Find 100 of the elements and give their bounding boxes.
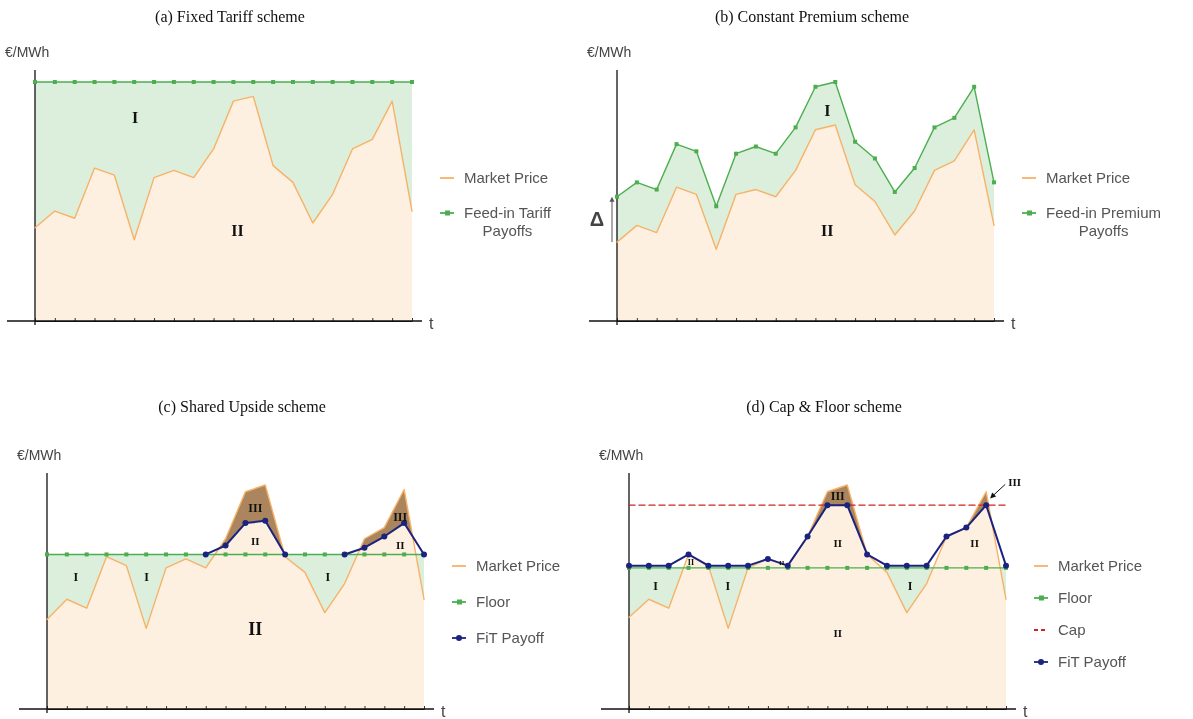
point bbox=[764, 555, 771, 562]
x-axis-title: t bbox=[1023, 703, 1028, 719]
annotation: I bbox=[725, 579, 731, 593]
point bbox=[804, 533, 811, 540]
annotation: III bbox=[830, 489, 846, 504]
annotation: I bbox=[824, 102, 831, 120]
point bbox=[84, 552, 89, 557]
point bbox=[912, 166, 917, 171]
point bbox=[824, 502, 831, 509]
point bbox=[952, 115, 957, 120]
point bbox=[805, 565, 810, 570]
point bbox=[183, 552, 188, 557]
point bbox=[361, 544, 368, 551]
point bbox=[382, 552, 387, 557]
annotation: II bbox=[248, 618, 263, 639]
annotation: III bbox=[248, 500, 263, 515]
annotation: II bbox=[970, 537, 979, 550]
point bbox=[64, 552, 69, 557]
y-axis-title: €/MWh bbox=[5, 44, 50, 60]
point bbox=[983, 502, 990, 509]
point bbox=[765, 565, 770, 570]
point bbox=[223, 552, 228, 557]
chart-title: (b) Constant Premium scheme bbox=[714, 8, 910, 26]
annotation: II bbox=[833, 626, 843, 639]
point bbox=[164, 552, 169, 557]
legend-label: Floor bbox=[1058, 589, 1093, 606]
legend-label: Floor bbox=[476, 593, 511, 610]
legend-label: Cap bbox=[1058, 621, 1086, 638]
chart-title: (c) Shared Upside scheme bbox=[158, 398, 326, 416]
point bbox=[813, 84, 818, 89]
legend-label: Feed-in Tariff Payoffs bbox=[464, 204, 552, 239]
annotation: III bbox=[1008, 476, 1021, 489]
legend-label: Market Price bbox=[476, 557, 561, 574]
point bbox=[402, 552, 407, 557]
point bbox=[972, 84, 977, 89]
legend-label: FiT Payoff bbox=[1058, 653, 1127, 670]
point bbox=[263, 552, 268, 557]
annotation: I bbox=[73, 570, 79, 585]
annotation: I bbox=[132, 109, 139, 127]
point bbox=[833, 80, 838, 84]
legend-label: Market Price bbox=[464, 169, 549, 186]
legend-label: Feed-in Premium Payoffs bbox=[1046, 204, 1162, 239]
annotation: III bbox=[393, 509, 408, 524]
point bbox=[753, 144, 758, 149]
point bbox=[322, 552, 327, 557]
annotation: Δ bbox=[589, 208, 605, 231]
legend-label: Market Price bbox=[1058, 557, 1143, 574]
annotation: I bbox=[907, 579, 913, 593]
point bbox=[144, 552, 149, 557]
y-axis-title: €/MWh bbox=[587, 44, 632, 60]
annotation: I bbox=[653, 579, 659, 593]
point bbox=[302, 552, 307, 557]
point bbox=[984, 565, 989, 570]
point bbox=[864, 551, 871, 558]
point bbox=[714, 204, 719, 209]
point bbox=[944, 565, 949, 570]
point bbox=[694, 149, 699, 154]
point bbox=[734, 151, 739, 156]
point bbox=[685, 551, 692, 558]
point bbox=[242, 520, 249, 527]
y-axis-title: €/MWh bbox=[17, 447, 62, 463]
point bbox=[892, 189, 897, 194]
point bbox=[825, 565, 830, 570]
legend-label: FiT Payoff bbox=[476, 629, 545, 646]
point bbox=[243, 552, 248, 557]
annotation: II bbox=[833, 537, 843, 550]
point bbox=[674, 142, 679, 147]
y-axis-title: €/MWh bbox=[599, 447, 644, 463]
x-axis-title: t bbox=[429, 315, 434, 332]
point bbox=[222, 542, 229, 549]
point bbox=[615, 194, 619, 199]
annotation: II bbox=[687, 558, 695, 568]
point bbox=[964, 565, 969, 570]
point bbox=[654, 187, 659, 192]
annotation: II bbox=[395, 539, 405, 552]
point bbox=[844, 502, 851, 509]
annotation: I bbox=[144, 570, 150, 585]
x-axis-title: t bbox=[1011, 315, 1016, 332]
point bbox=[381, 533, 388, 540]
point bbox=[845, 565, 850, 570]
point bbox=[793, 125, 798, 130]
chart-title: (a) Fixed Tariff scheme bbox=[155, 8, 305, 26]
point bbox=[992, 180, 996, 185]
chart-title: (d) Cap & Floor scheme bbox=[746, 398, 902, 416]
point bbox=[773, 151, 778, 156]
point bbox=[872, 156, 877, 161]
annotation: II bbox=[231, 221, 244, 239]
legend-label: Market Price bbox=[1046, 169, 1131, 186]
x-axis-title: t bbox=[441, 703, 446, 719]
point bbox=[262, 517, 269, 524]
annotation: II bbox=[251, 534, 260, 547]
point bbox=[124, 552, 129, 557]
point bbox=[45, 552, 49, 557]
point bbox=[865, 565, 870, 570]
point bbox=[362, 552, 367, 557]
point bbox=[853, 139, 858, 144]
annotation: II bbox=[821, 221, 834, 239]
point bbox=[634, 180, 639, 185]
point bbox=[686, 565, 691, 570]
point bbox=[963, 524, 970, 531]
